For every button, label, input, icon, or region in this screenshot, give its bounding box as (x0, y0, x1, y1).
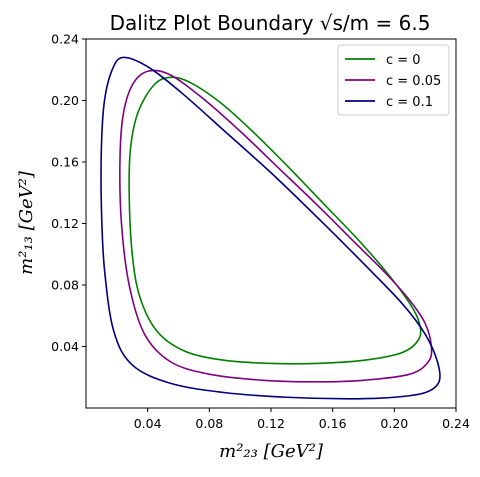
x-tick-label: 0.20 (380, 416, 408, 431)
chart-title: Dalitz Plot Boundary √s/m = 6.5 (110, 11, 431, 35)
x-axis-ticks: 0.04 0.08 0.12 0.16 0.20 0.24 (134, 408, 470, 431)
y-tick-label: 0.08 (51, 278, 79, 293)
x-tick-label: 0.24 (442, 416, 470, 431)
legend-label: c = 0.1 (386, 95, 433, 110)
series-line-1 (119, 69, 433, 383)
legend: c = 0 c = 0.05 c = 0.1 (337, 44, 450, 116)
x-tick-label: 0.16 (319, 416, 347, 431)
x-tick-label: 0.12 (257, 416, 285, 431)
legend-items: c = 0 c = 0.05 c = 0.1 (345, 53, 441, 110)
series-group (100, 56, 441, 400)
series-line-2 (100, 56, 441, 400)
x-tick-label: 0.08 (195, 416, 223, 431)
y-axis-ticks: 0.04 0.08 0.12 0.16 0.20 0.24 (51, 32, 86, 354)
legend-frame (337, 44, 450, 116)
y-axis-label: m²₁₃ [GeV²] (16, 170, 37, 275)
x-tick-label: 0.04 (134, 416, 162, 431)
y-tick-label: 0.04 (51, 339, 79, 354)
series-line-0 (128, 76, 422, 365)
y-tick-label: 0.20 (51, 93, 79, 108)
legend-label: c = 0.05 (386, 74, 441, 89)
y-tick-label: 0.16 (51, 155, 79, 170)
y-tick-label: 0.12 (51, 216, 79, 231)
legend-label: c = 0 (386, 53, 421, 68)
y-tick-label: 0.24 (51, 32, 79, 47)
x-axis-label: m²₂₃ [GeV²] (219, 441, 324, 462)
